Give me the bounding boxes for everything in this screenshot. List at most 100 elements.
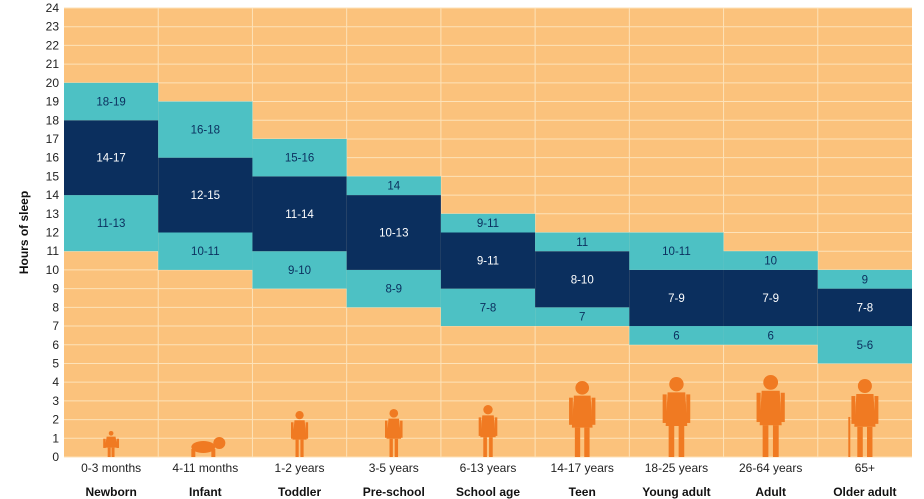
young-adult-icon <box>662 377 691 457</box>
y-tick-label: 1 <box>52 431 59 445</box>
appropriate-band <box>440 213 536 233</box>
band-label: 11 <box>576 237 588 249</box>
age-figures <box>103 375 879 457</box>
band-label: 15-16 <box>285 153 314 165</box>
preschooler-icon <box>384 409 403 457</box>
age-group-label: Pre-school <box>363 485 425 499</box>
y-tick-label: 3 <box>52 394 59 408</box>
band-label: 11-13 <box>97 218 126 230</box>
appropriate-band <box>158 232 253 270</box>
adult-icon <box>756 375 785 457</box>
band-label: 9-11 <box>477 256 499 268</box>
school-child-icon <box>478 405 498 457</box>
recommended-band <box>440 232 536 289</box>
appropriate-band <box>817 269 912 289</box>
y-tick-label: 17 <box>46 132 60 146</box>
y-tick-label: 19 <box>46 95 60 109</box>
y-tick-label: 0 <box>52 450 59 464</box>
y-tick-label: 21 <box>46 57 60 71</box>
toddler-icon <box>290 411 309 457</box>
appropriate-band <box>64 82 159 121</box>
x-tick-label: 14-17 years <box>551 461 614 475</box>
age-group-label: Adult <box>755 485 786 499</box>
y-tick-label: 7 <box>52 319 59 333</box>
band-label: 8-10 <box>571 274 594 286</box>
band-label: 10-11 <box>662 246 691 258</box>
older-adult-cane-icon <box>848 379 879 457</box>
age-group-label: School age <box>456 485 520 499</box>
band-label: 7 <box>579 312 585 324</box>
band-label: 18-19 <box>96 97 125 109</box>
x-tick-label: 1-2 years <box>275 461 325 475</box>
band-label: 9-11 <box>477 218 499 230</box>
band-label: 16-18 <box>191 125 220 137</box>
recommended-band <box>723 269 818 327</box>
band-label: 7-9 <box>762 293 779 305</box>
band-label: 7-8 <box>480 302 497 314</box>
recommended-band <box>535 251 630 308</box>
appropriate-band <box>252 138 347 177</box>
appropriate-band <box>629 326 724 345</box>
y-tick-label: 8 <box>52 300 59 314</box>
y-tick-label: 18 <box>46 113 60 127</box>
y-tick-label: 2 <box>52 413 59 427</box>
y-tick-label: 12 <box>46 226 60 240</box>
y-tick-label: 11 <box>47 244 60 258</box>
x-tick-label: 26-64 years <box>739 461 802 475</box>
appropriate-band <box>723 251 818 270</box>
appropriate-band <box>817 326 912 364</box>
band-label: 14-17 <box>96 153 125 165</box>
y-tick-label: 16 <box>46 151 60 165</box>
recommended-band <box>346 195 441 270</box>
x-tick-label: 18-25 years <box>645 461 708 475</box>
y-tick-label: 20 <box>46 76 60 90</box>
infant-crawling-icon <box>191 437 226 457</box>
band-label: 10-11 <box>191 246 220 258</box>
band-label: 8-9 <box>385 284 402 296</box>
x-tick-label: 6-13 years <box>460 461 517 475</box>
band-label: 9-10 <box>288 265 311 277</box>
appropriate-band <box>535 232 630 252</box>
y-tick-label: 24 <box>46 1 60 15</box>
age-group-label: Young adult <box>642 485 710 499</box>
sleep-bands: 11-13 14-17 18-19 10-11 12-15 16-18 9-10 11-14 1… <box>64 82 912 364</box>
band-label: 6 <box>673 330 679 342</box>
x-tick-label: 4-11 months <box>172 461 238 475</box>
band-label: 12-15 <box>191 190 220 202</box>
y-axis-label: Hours of sleep <box>17 191 31 274</box>
y-tick-label: 23 <box>46 20 60 34</box>
recommended-band <box>64 120 159 196</box>
appropriate-band <box>535 307 630 327</box>
newborn-icon <box>103 431 120 457</box>
age-group-label: Newborn <box>85 485 136 499</box>
recommended-band <box>252 176 347 252</box>
x-tick-label: 0-3 months <box>81 461 141 475</box>
appropriate-band <box>440 288 536 327</box>
band-label: 10-13 <box>379 228 408 240</box>
age-group-label: Infant <box>189 485 222 499</box>
appropriate-band <box>723 326 818 345</box>
recommended-band <box>629 269 724 327</box>
band-label: 7-9 <box>668 293 685 305</box>
age-group-label: Toddler <box>278 485 321 499</box>
band-label: 10 <box>764 256 777 268</box>
appropriate-band <box>346 176 441 196</box>
appropriate-band <box>158 101 253 158</box>
y-tick-label: 6 <box>52 338 59 352</box>
y-tick-label: 22 <box>46 38 60 52</box>
age-group-label: Teen <box>569 485 596 499</box>
y-tick-label: 4 <box>52 375 59 389</box>
band-label: 14 <box>387 181 400 193</box>
band-label: 11-14 <box>285 209 314 221</box>
y-tick-label: 13 <box>46 207 60 221</box>
appropriate-band <box>252 251 347 289</box>
band-label: 7-8 <box>857 302 874 314</box>
y-tick-label: 14 <box>46 188 60 202</box>
y-tick-label: 5 <box>52 356 59 370</box>
band-label: 6 <box>767 330 773 342</box>
appropriate-band <box>64 195 159 252</box>
band-label: 9 <box>862 274 868 286</box>
